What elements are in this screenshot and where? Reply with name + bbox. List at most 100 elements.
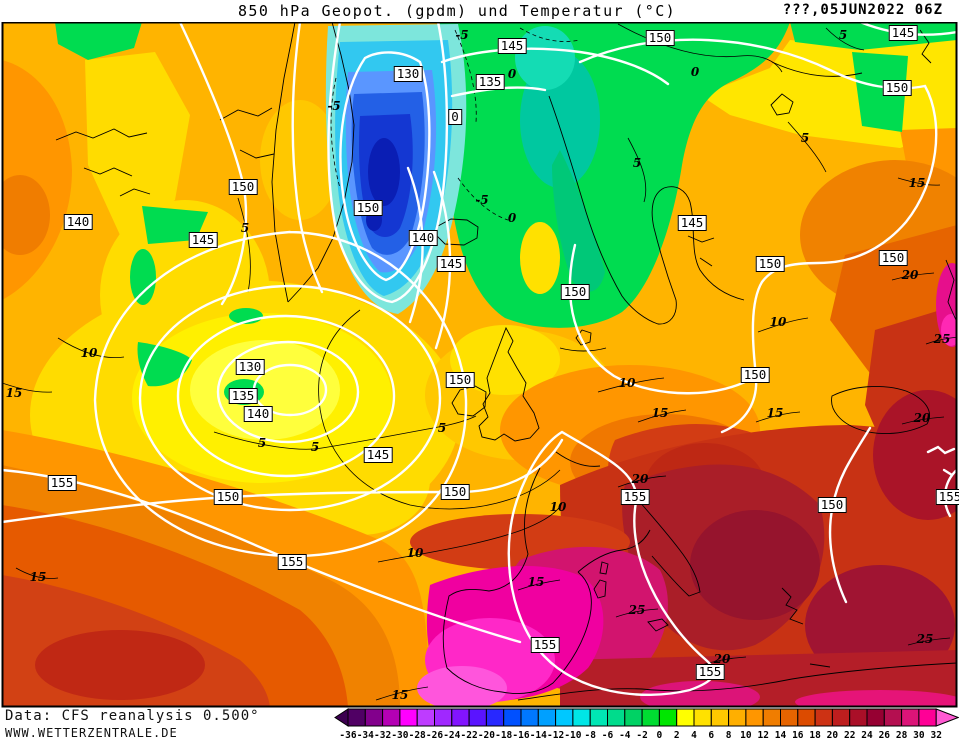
map-shape-81 [454, 29, 477, 123]
map-shape-110 [327, 22, 449, 304]
temperature-contour-label: 5 [838, 28, 848, 42]
map-shape-82 [330, 77, 341, 189]
legend-color-cell [468, 708, 487, 727]
legend-color-cell [831, 708, 851, 727]
geopotential-contour-label: 150 [645, 30, 675, 46]
legend-tick-label: -24 [443, 730, 460, 741]
legend-color-cell [555, 708, 574, 727]
geopotential-contour-label: 145 [363, 447, 393, 463]
temperature-contour-label: 15 [391, 688, 409, 702]
map-shape-80 [945, 259, 957, 321]
temperature-contour-label: 0 [507, 67, 517, 81]
legend-tick-label: 24 [861, 730, 873, 741]
map-shape-94 [757, 317, 809, 333]
legend-left-arrow [334, 708, 349, 727]
geopotential-contour-label: 150 [213, 489, 243, 505]
temperature-contour-label: 15 [527, 575, 545, 589]
geopotential-contour-label: 150 [560, 284, 590, 300]
map-shape-83 [457, 177, 509, 221]
map-shape-132 [926, 445, 956, 477]
map-shape-38 [795, 690, 957, 707]
map-shape-98 [517, 579, 561, 591]
map-shape-92 [377, 502, 563, 563]
geopotential-contour-label: 140 [408, 230, 438, 246]
map-shape-112 [291, 22, 324, 294]
legend-tick-label: 32 [930, 730, 941, 741]
map-shape-63 [271, 22, 296, 303]
temperature-contour-label: 10 [769, 315, 787, 329]
map-shape-128 [2, 438, 564, 524]
legend-tick-label: -14 [530, 730, 547, 741]
geopotential-contour-label: 0 [448, 109, 462, 125]
temperature-fill-regions [2, 22, 957, 707]
legend-tick-label: 30 [913, 730, 925, 741]
temperature-contour-label: 20 [901, 268, 919, 282]
temperature-contour-label: 0 [690, 65, 700, 79]
legend-color-cell [780, 708, 799, 727]
legend-color-cell [918, 708, 937, 727]
geopotential-contour-label: 145 [497, 38, 527, 54]
map-shape-125 [138, 284, 442, 512]
legend-tick-label: 12 [757, 730, 768, 741]
legend-color-cell [866, 708, 885, 727]
legend-tick-label: 14 [775, 730, 787, 741]
map-shape-76 [770, 29, 932, 116]
legend-color-cell [658, 708, 678, 727]
legend-color-cell [434, 708, 453, 727]
geopotential-contour-label: 155 [695, 664, 725, 680]
legend-tick-label: 2 [674, 730, 680, 741]
legend-color-cell [382, 708, 401, 727]
map-shape-11 [450, 325, 560, 395]
legend-color-cell [503, 708, 522, 727]
map-shape-69 [559, 329, 607, 352]
legend-tick-label: 4 [691, 730, 697, 741]
geopotential-contour-label: 130 [393, 66, 423, 82]
map-shape-48 [137, 342, 192, 387]
legend-tick-label: 10 [740, 730, 752, 741]
geopotential-contour-label: 150 [740, 367, 770, 383]
map-shape-102 [617, 475, 667, 488]
map-shape-84 [519, 27, 581, 42]
legend-tick-label: -2 [636, 730, 647, 741]
temperature-contour-label: 20 [631, 472, 649, 486]
geopotential-contour-label: 140 [63, 214, 93, 230]
legend-color-cell [797, 708, 816, 727]
temperature-contour-label: -5 [475, 193, 489, 207]
temperature-contour-label: 15 [651, 406, 669, 420]
legend-color-cell [624, 708, 643, 727]
geopotential-contour-label: 150 [228, 179, 258, 195]
map-shape-99 [637, 409, 687, 423]
legend-tick-label: -30 [391, 730, 408, 741]
map-shape-123 [216, 340, 360, 444]
geopotential-contour-label: 155 [277, 554, 307, 570]
map-shape-90 [825, 27, 865, 51]
map-shape-2 [2, 175, 50, 255]
legend-color-cell [883, 708, 903, 727]
legend-tick-label: -26 [426, 730, 443, 741]
map-shape-74 [781, 587, 831, 668]
legend-tick-label: 6 [708, 730, 714, 741]
map-shape-9 [190, 340, 340, 440]
map-shape-45 [55, 22, 142, 60]
temperature-contour-label: 25 [628, 603, 646, 617]
legend-color-cell [901, 708, 920, 727]
map-shape-87 [213, 415, 477, 450]
legend-color-cell [364, 708, 384, 727]
geopotential-contour-label: 155 [620, 489, 650, 505]
map-shape-108 [925, 336, 957, 345]
geopotential-contour-label: 155 [935, 489, 959, 505]
geopotential-contour-label: 140 [243, 406, 273, 422]
map-shape-111 [339, 51, 431, 282]
map-shape-47 [130, 249, 156, 305]
geopotential-contour-label: 150 [440, 484, 470, 500]
map-shape-70 [442, 451, 601, 694]
map-shape-52 [515, 26, 575, 90]
temperature-contours [2, 23, 957, 701]
legend-tick-label: -34 [357, 730, 374, 741]
legend-color-cell [451, 708, 470, 727]
map-shape-127 [2, 468, 522, 644]
temperature-contour-label: 10 [80, 346, 98, 360]
geopotential-contour-label: 150 [755, 256, 785, 272]
geopotential-contour-label: 130 [235, 359, 265, 375]
